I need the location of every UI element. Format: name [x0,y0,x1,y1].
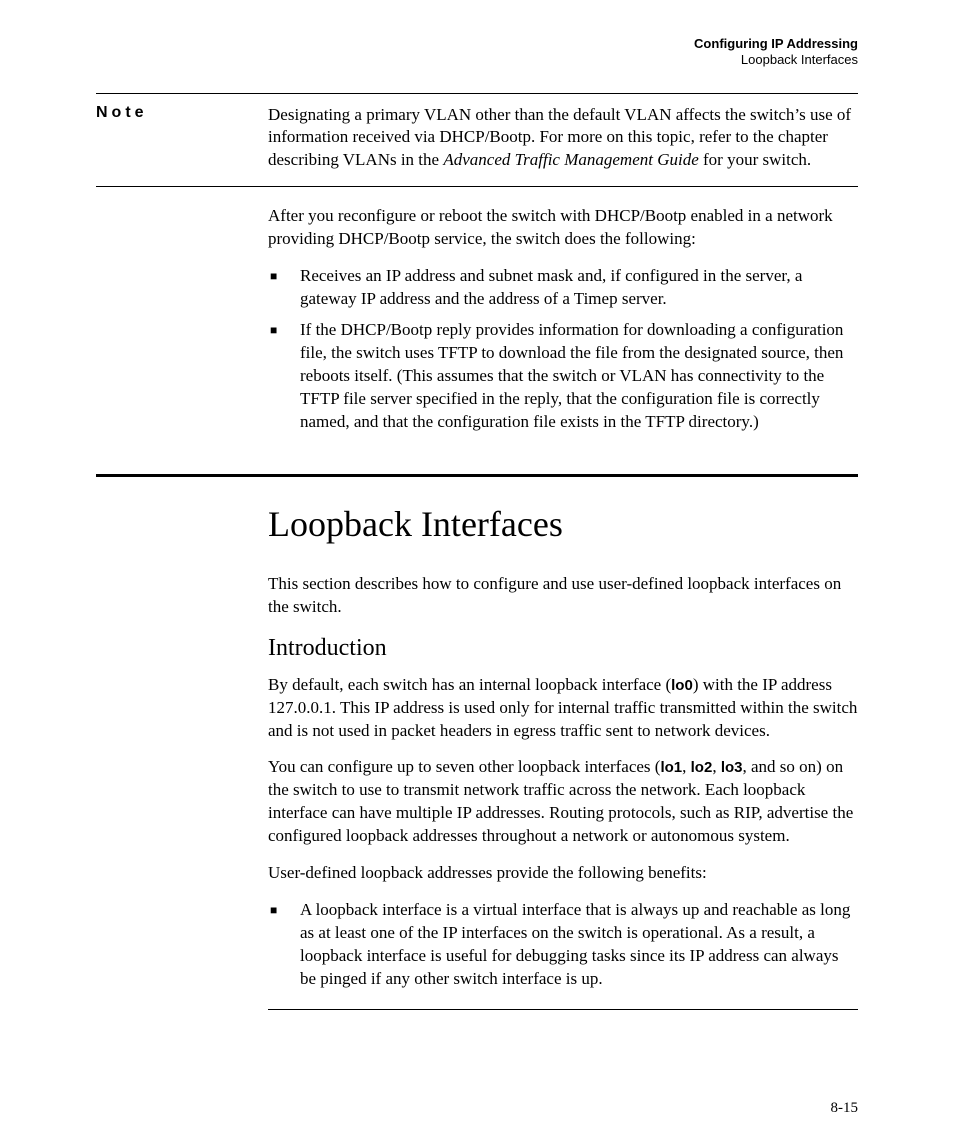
note-paragraph: Designating a primary VLAN other than th… [268,104,858,173]
after-note-paragraph: After you reconfigure or reboot the swit… [268,205,858,251]
section-subtitle: Introduction [268,635,858,662]
note-body: Designating a primary VLAN other than th… [268,104,858,173]
text: You can configure up to seven other loop… [268,757,660,776]
text: , [682,757,691,776]
text: , [712,757,721,776]
note-text-post: for your switch. [699,150,811,169]
section-title: Loopback Interfaces [268,503,858,545]
benefits-lead: User-defined loopback addresses provide … [268,862,858,885]
dhcp-result-list: Receives an IP address and subnet mask a… [268,265,858,434]
section-rule [96,474,858,477]
interface-name: lo1 [660,759,682,776]
benefits-list: A loopback interface is a virtual interf… [268,899,858,991]
section-body: Loopback Interfaces This section describ… [268,503,858,1010]
list-item: A loopback interface is a virtual interf… [268,899,858,991]
intro-paragraph-2: You can configure up to seven other loop… [268,756,858,848]
runhead-title: Configuring IP Addressing [96,36,858,52]
note-rule-bottom [96,186,858,187]
list-item: Receives an IP address and subnet mask a… [268,265,858,311]
note-book-title: Advanced Traffic Management Guide [443,150,698,169]
section-lead: This section describes how to configure … [268,573,858,619]
runhead-subtitle: Loopback Interfaces [96,52,858,68]
footer-rule [268,1009,858,1010]
note-rule-top [96,93,858,94]
intro-paragraph-1: By default, each switch has an internal … [268,674,858,743]
interface-name: lo3 [721,759,743,776]
interface-name: lo2 [691,759,713,776]
text: By default, each switch has an internal … [268,675,671,694]
body-column: After you reconfigure or reboot the swit… [268,205,858,433]
page-number: 8-15 [831,1100,859,1117]
running-header: Configuring IP Addressing Loopback Inter… [96,36,858,69]
list-item: If the DHCP/Bootp reply provides informa… [268,319,858,434]
interface-name: lo0 [671,677,693,694]
note-label: Note [96,104,148,121]
note-label-col: Note [96,104,268,122]
